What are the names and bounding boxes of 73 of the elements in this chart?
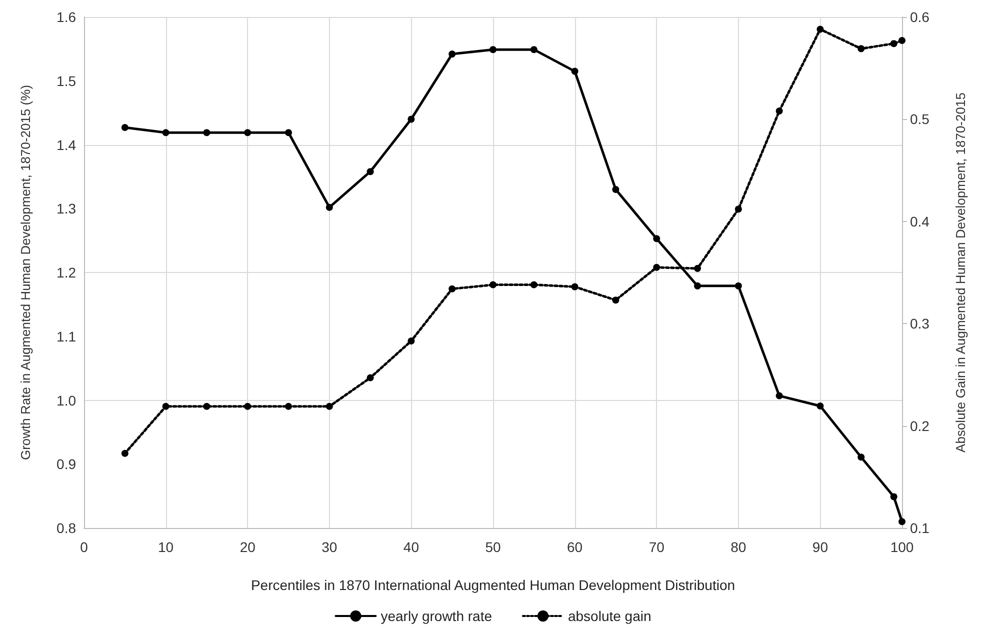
y2-tick-label: 0.4: [910, 213, 930, 230]
x-tick-label: 60: [567, 539, 583, 555]
point: [244, 129, 252, 136]
y2-tick-label: 0.3: [910, 316, 930, 332]
y-tick-label: 0.9: [56, 456, 76, 472]
point: [898, 37, 906, 44]
point: [653, 235, 660, 242]
y-tick-label: 1.3: [56, 200, 76, 217]
y-tick-label: 1.2: [56, 264, 76, 280]
point: [530, 46, 538, 54]
y-axis-title: Growth Rate in Augmented Human Development, 1870-2015 (%): [18, 84, 33, 460]
x-tick-label: 80: [730, 539, 746, 555]
point: [326, 402, 333, 410]
point: [162, 402, 170, 410]
legend-label: yearly growth rate: [380, 608, 492, 624]
point: [366, 168, 374, 176]
point: [121, 124, 128, 131]
point: [816, 26, 824, 33]
y-tick-label: 1.6: [56, 9, 76, 25]
point: [203, 129, 210, 136]
y-tick-label: 1.4: [56, 136, 76, 153]
x-tick-label: 30: [322, 539, 338, 555]
point: [571, 68, 578, 75]
point: [734, 282, 742, 290]
point: [408, 116, 415, 123]
point: [285, 402, 292, 410]
point: [530, 281, 538, 288]
x-tick-label: 50: [485, 539, 501, 555]
y-tick-label: 1.1: [56, 328, 76, 344]
point: [121, 450, 128, 457]
point: [366, 374, 374, 382]
y2-tick-label: 0.6: [910, 9, 930, 25]
point: [890, 493, 898, 500]
point: [490, 281, 496, 288]
point: [816, 402, 824, 410]
point: [612, 186, 620, 193]
x-axis-title: Percentiles in 1870 International Augmented Human Development Distribution: [250, 577, 736, 593]
point: [490, 46, 496, 54]
point: [898, 518, 906, 526]
point: [612, 296, 620, 304]
point: [734, 206, 742, 213]
point: [162, 129, 170, 136]
point: [776, 392, 783, 400]
x-tick-label: 100: [890, 539, 914, 555]
x-tick-label: 20: [240, 539, 256, 555]
y-tick-label: 0.8: [56, 520, 76, 536]
point: [448, 285, 456, 292]
x-tick-label: 0: [80, 539, 88, 555]
y2-axis-title: Absolute Gain in Augmented Human Development, 1870-2015: [953, 92, 968, 452]
point: [571, 283, 578, 290]
x-tick-label: 70: [648, 539, 665, 555]
y2-tick-label: 0.1: [910, 520, 930, 536]
x-tick-label: 40: [403, 539, 420, 555]
y-tick-label: 1.0: [56, 392, 76, 408]
point: [858, 45, 865, 52]
point: [244, 402, 252, 410]
y-tick-label: 1.5: [56, 72, 76, 89]
point: [890, 40, 898, 48]
point: [653, 264, 660, 271]
point: [408, 337, 415, 344]
point: [203, 402, 210, 410]
x-tick-label: 10: [158, 539, 174, 555]
point: [694, 264, 701, 272]
y2-tick-label: 0.5: [910, 111, 930, 128]
y2-tick-label: 0.2: [910, 418, 930, 434]
point: [858, 454, 865, 461]
point: [285, 129, 292, 136]
point: [776, 108, 783, 115]
legend-label: absolute gain: [568, 608, 652, 624]
point: [694, 282, 701, 290]
point: [448, 50, 456, 58]
x-tick-label: 90: [812, 539, 828, 555]
point: [326, 204, 333, 211]
